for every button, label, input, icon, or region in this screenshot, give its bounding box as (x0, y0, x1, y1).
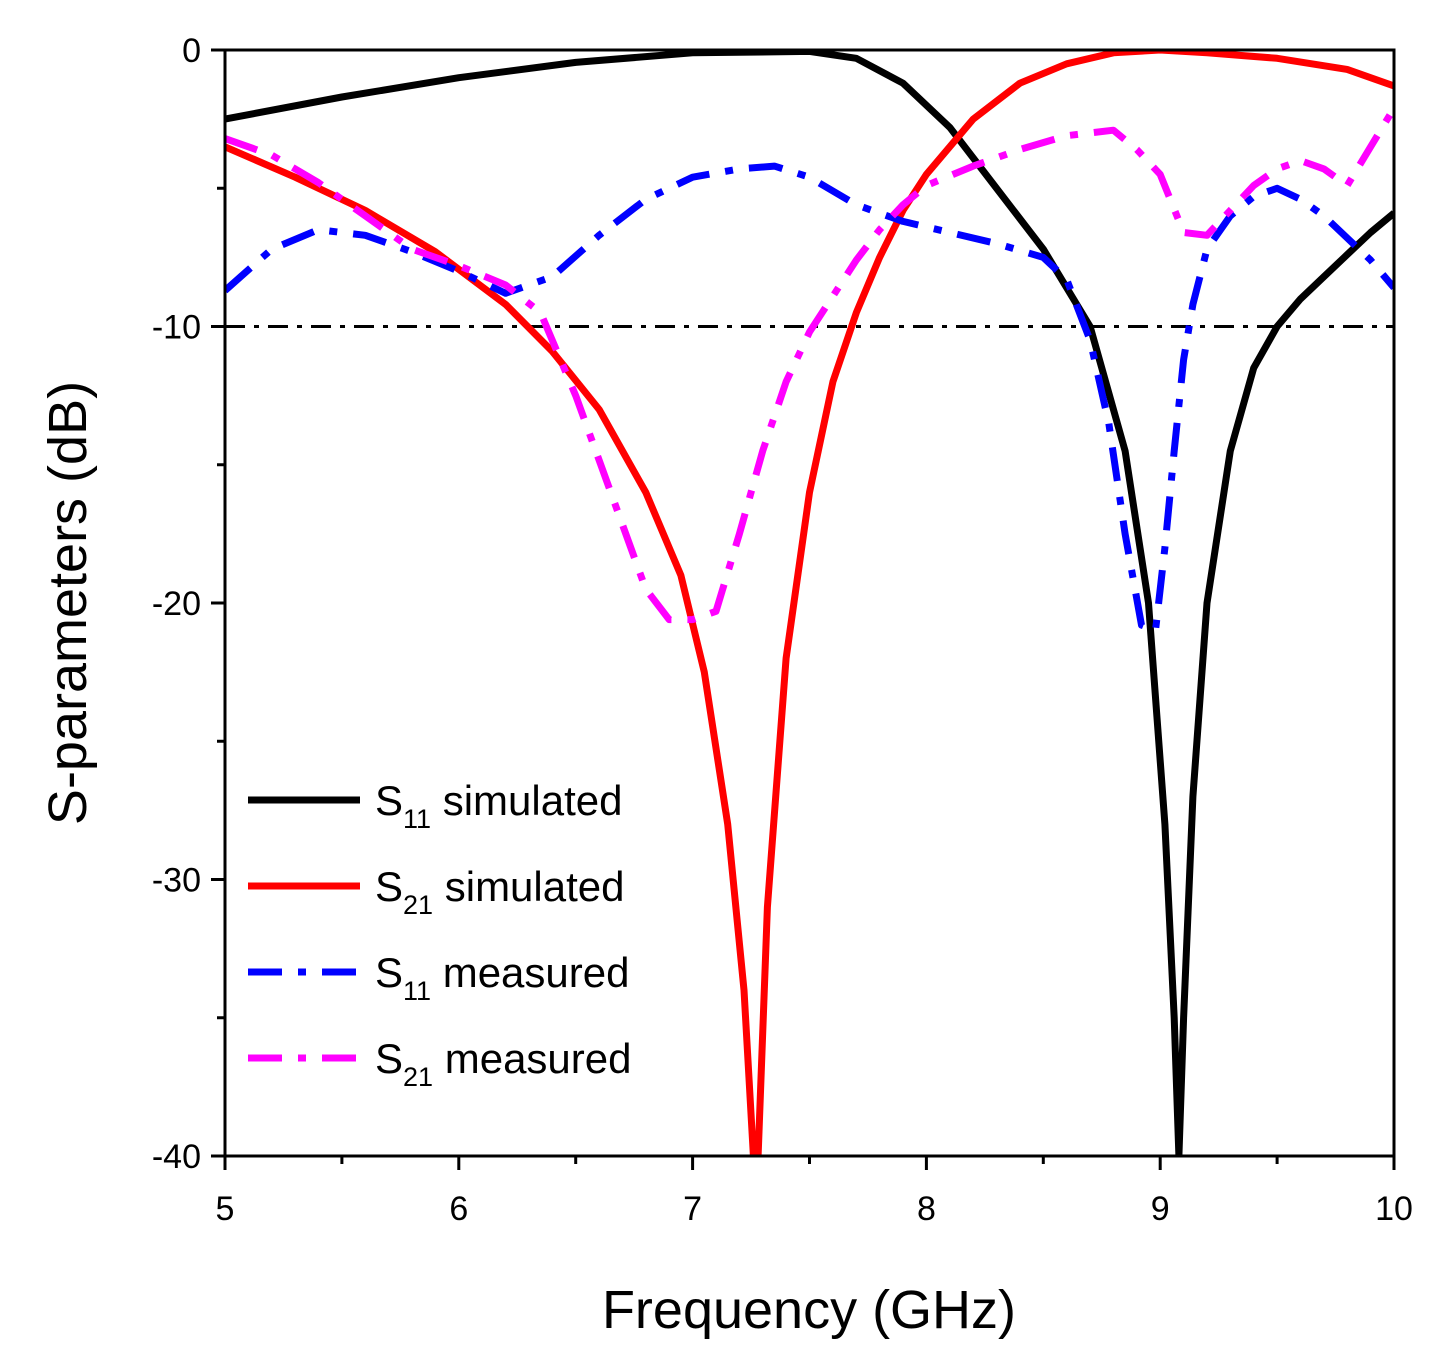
x-tick-label: 7 (683, 1190, 702, 1228)
legend-label: S21 simulated (375, 863, 624, 920)
legend: S11 simulated S21 simulated S11 measured S2… (248, 777, 632, 1092)
x-tick-label: 10 (1375, 1190, 1413, 1228)
legend-label: S11 simulated (375, 777, 622, 834)
y-axis-title: S-parameters (dB) (38, 381, 98, 825)
series-line-s11-simulated (225, 50, 1394, 1156)
y-tick-label: 0 (182, 32, 201, 70)
series-line-s11-measured (225, 162, 1394, 635)
y-tick-label: -30 (152, 862, 201, 900)
y-tick-label: -10 (152, 309, 201, 347)
x-axis-title: Frequency (GHz) (602, 1280, 1016, 1340)
x-tick-label: 6 (449, 1190, 468, 1228)
x-tick-label: 9 (1151, 1190, 1170, 1228)
series-line-s21-simulated (225, 50, 1394, 1156)
y-tick-label: -40 (152, 1138, 201, 1176)
series-group (225, 50, 1394, 1156)
x-tick-label: 5 (216, 1190, 235, 1228)
legend-label: S21 measured (375, 1035, 632, 1092)
x-tick-label: 8 (917, 1190, 936, 1228)
x-axis: 5 6 7 8 9 10 (216, 1156, 1413, 1228)
y-axis: 0 -10 -20 -30 -40 (152, 32, 225, 1176)
legend-label: S11 measured (375, 949, 629, 1006)
series-line-s21-measured (225, 106, 1394, 624)
y-tick-label: -20 (152, 585, 201, 623)
